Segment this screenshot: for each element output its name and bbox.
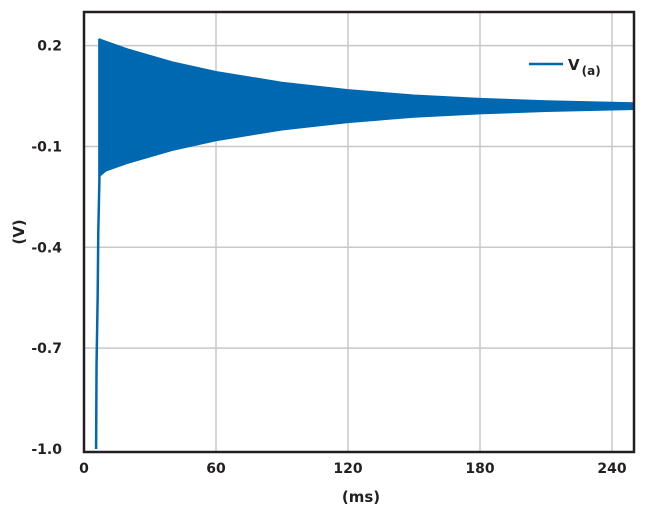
x-tick-label: 240 xyxy=(597,461,626,477)
legend-label: V (a) xyxy=(568,56,601,78)
x-tick-label: 180 xyxy=(465,461,494,477)
y-tick-label: -0.1 xyxy=(31,139,62,155)
legend: V (a) xyxy=(529,56,601,78)
x-tick-label: 0 xyxy=(79,461,89,477)
y-tick-label: -1.0 xyxy=(31,442,62,458)
y-tick-labels: 0.2 -0.1 -0.4 -0.7 -1.0 xyxy=(31,39,62,458)
x-axis-label: (ms) xyxy=(342,488,380,506)
plot-frame xyxy=(82,10,636,454)
y-tick-label: -0.4 xyxy=(31,240,62,256)
y-axis-label: (V) xyxy=(10,219,28,244)
x-tick-label: 120 xyxy=(333,461,362,477)
y-tick-label: 0.2 xyxy=(37,39,62,55)
x-tick-labels: 0 60 120 180 240 xyxy=(79,461,627,477)
series-rise-line xyxy=(94,38,101,450)
x-tick-label: 60 xyxy=(206,461,226,477)
y-tick-label: -0.7 xyxy=(31,341,62,357)
plot-marks xyxy=(94,38,635,450)
series-oscillation-band xyxy=(98,38,635,178)
